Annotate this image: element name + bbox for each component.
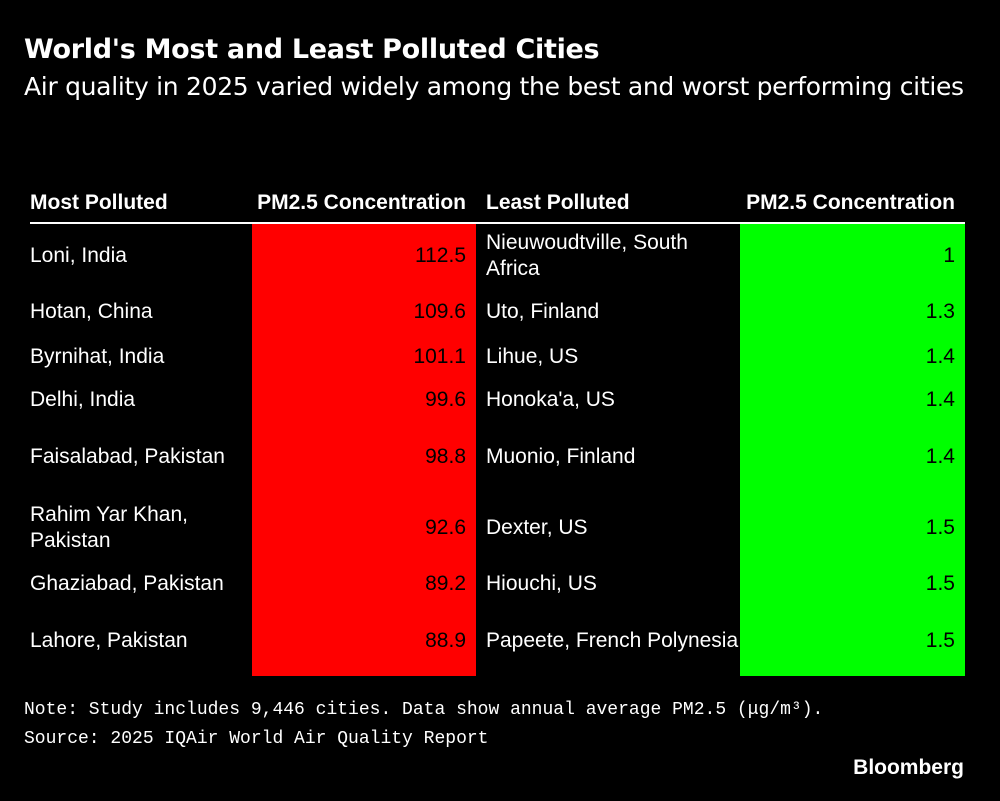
table-row: Lahore, Pakistan 88.9 Papeete, French Poly… — [30, 605, 965, 676]
table-row: Byrnihat, India 101.1 Lihue, US 1.4 — [30, 335, 965, 378]
value-cell: 109.6 — [252, 288, 476, 335]
value-cell: 101.1 — [252, 335, 476, 378]
table-row: Hotan, China 109.6 Uto, Finland 1.3 — [30, 288, 965, 335]
city-cell: Faisalabad, Pakistan — [30, 445, 225, 468]
city-cell: Nieuwoudtville, South Africa — [486, 231, 688, 280]
value-cell: 1.5 — [740, 605, 965, 676]
city-cell: Ghaziabad, Pakistan — [30, 572, 224, 595]
table-row: Loni, India 112.5 Nieuwoudtville, South Af… — [30, 223, 965, 288]
city-cell: Papeete, French Polynesia — [486, 628, 739, 652]
city-cell: Dexter, US — [486, 515, 588, 539]
value-cell: 89.2 — [252, 563, 476, 605]
city-cell: Loni, India — [30, 244, 127, 267]
value-cell: 1.5 — [740, 492, 965, 563]
value-cell: 1.4 — [740, 378, 965, 422]
table-row: Rahim Yar Khan, Pakistan 92.6 Dexter, US 1.… — [30, 492, 965, 563]
city-cell: Honoka'a, US — [486, 388, 615, 411]
column-header: Most Polluted — [30, 158, 252, 224]
value-cell: 1.4 — [740, 422, 965, 492]
column-header: PM2.5 Concentration — [740, 158, 965, 224]
title: World's Most and Least Polluted Cities — [24, 34, 600, 65]
city-cell: Rahim Yar Khan, Pakistan — [30, 502, 188, 552]
value-cell: 88.9 — [252, 605, 476, 676]
source: Source: 2025 IQAir World Air Quality Rep… — [24, 729, 489, 749]
table-row: Faisalabad, Pakistan 98.8 Muonio, Finland 1… — [30, 422, 965, 492]
brand: Bloomberg — [853, 756, 964, 779]
table-row: Delhi, India 99.6 Honoka'a, US 1.4 — [30, 378, 965, 422]
city-cell: Uto, Finland — [486, 299, 600, 323]
value-cell: 112.5 — [252, 223, 476, 288]
city-cell: Delhi, India — [30, 388, 136, 411]
value-cell: 99.6 — [252, 378, 476, 422]
city-cell: Lahore, Pakistan — [30, 628, 188, 652]
table: Most Polluted PM2.5 Concentration Least Po… — [30, 158, 965, 676]
table-body: Loni, India 112.5 Nieuwoudtville, South Af… — [30, 223, 965, 676]
city-cell: Hotan, China — [30, 299, 153, 323]
column-header: PM2.5 Concentration — [252, 158, 476, 224]
value-cell: 1.5 — [740, 563, 965, 605]
value-cell: 1.4 — [740, 335, 965, 378]
column-header: Least Polluted — [476, 158, 740, 224]
note: Note: Study includes 9,446 cities. Data … — [24, 700, 824, 720]
table-row: Ghaziabad, Pakistan 89.2 Hiouchi, US 1.5 — [30, 563, 965, 605]
header-row: Most Polluted PM2.5 Concentration Least Po… — [30, 158, 965, 224]
value-cell: 1.3 — [740, 288, 965, 335]
value-cell: 1 — [740, 223, 965, 288]
city-cell: Byrnihat, India — [30, 344, 165, 368]
city-cell: Hiouchi, US — [486, 572, 597, 595]
subtitle: Air quality in 2025 varied widely among … — [24, 72, 964, 101]
value-cell: 98.8 — [252, 422, 476, 492]
city-cell: Lihue, US — [486, 344, 579, 368]
city-cell: Muonio, Finland — [486, 445, 636, 468]
value-cell: 92.6 — [252, 492, 476, 563]
